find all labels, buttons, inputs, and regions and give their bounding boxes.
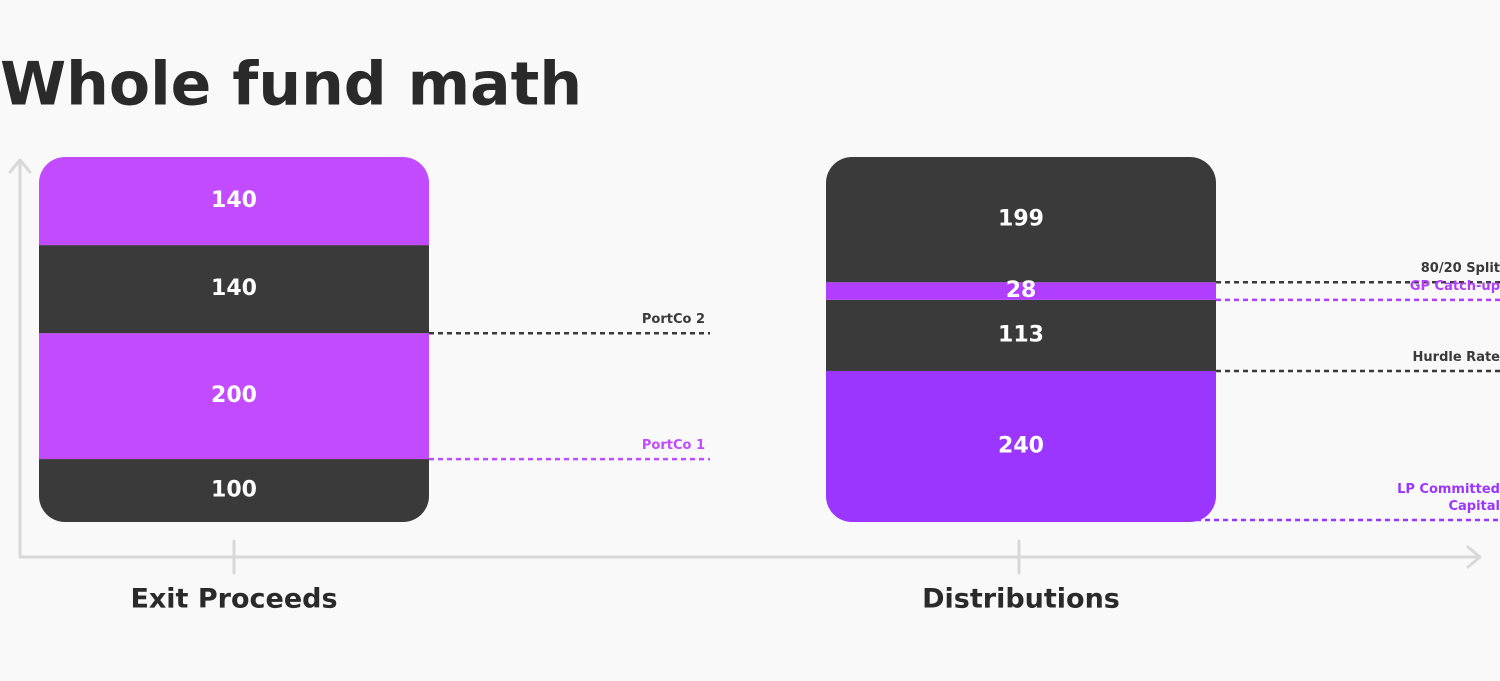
value-label: 113: [998, 322, 1044, 347]
axes: [8, 158, 1482, 575]
annotation-label: PortCo 2: [641, 312, 705, 328]
value-label: 140: [211, 188, 257, 213]
bar-segment: [826, 299, 1216, 371]
axis-arrow: [8, 158, 32, 174]
stacked-bar: [39, 157, 429, 522]
bar-segment: [826, 282, 1216, 300]
annotation-label: 80/20 Split: [1420, 261, 1500, 277]
annotation-label: PortCo 1: [641, 438, 705, 454]
value-label: 199: [998, 207, 1044, 232]
x-tick-label: Exit Proceeds: [130, 584, 337, 615]
bar-segment: [39, 333, 429, 460]
x-tick-label: Distributions: [922, 584, 1120, 615]
value-label: 100: [211, 478, 257, 503]
annotation-label: Hurdle Rate: [1412, 349, 1500, 365]
axis-line: [18, 160, 1480, 559]
value-label: 200: [211, 383, 257, 408]
bar-segment: [39, 245, 429, 334]
bar-segment: [39, 157, 429, 246]
chart-title: Whole fund math: [0, 50, 582, 120]
axis-arrow: [1466, 545, 1482, 569]
value-label: 28: [1006, 278, 1037, 303]
bar-segment: [826, 157, 1216, 283]
value-label: 240: [998, 433, 1044, 458]
annotation-label: GP Catch-up: [1409, 278, 1500, 294]
annotation-label: LP Committed Capital: [1397, 482, 1500, 514]
value-label: 140: [211, 276, 257, 301]
bar-segment: [826, 370, 1216, 522]
bar-segment: [39, 459, 429, 522]
stacked-bar: [826, 157, 1216, 522]
